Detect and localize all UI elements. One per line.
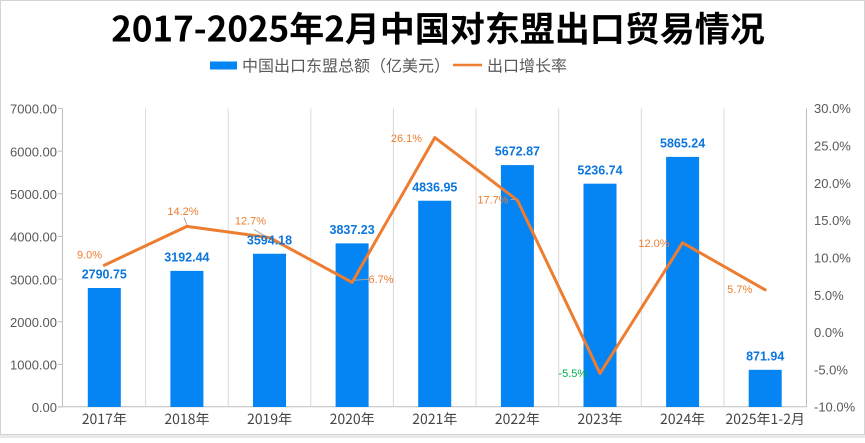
svg-text:5865.24: 5865.24 [660, 137, 705, 151]
svg-text:10.0%: 10.0% [814, 250, 851, 265]
svg-text:6000.00: 6000.00 [10, 144, 57, 159]
svg-text:4836.95: 4836.95 [412, 180, 457, 194]
svg-text:12.7%: 12.7% [235, 215, 266, 227]
svg-text:0.0%: 0.0% [814, 325, 844, 340]
svg-text:5.0%: 5.0% [814, 288, 844, 303]
svg-text:3837.23: 3837.23 [330, 223, 375, 237]
svg-text:5.7%: 5.7% [727, 284, 752, 296]
svg-text:0.00: 0.00 [32, 400, 57, 415]
svg-text:871.94: 871.94 [746, 349, 784, 363]
svg-text:-5.0%: -5.0% [814, 362, 848, 377]
svg-text:3594.18: 3594.18 [247, 233, 292, 247]
svg-text:15.0%: 15.0% [814, 213, 851, 228]
svg-text:25.0%: 25.0% [814, 139, 851, 154]
svg-text:30.0%: 30.0% [814, 101, 851, 116]
svg-text:12.0%: 12.0% [638, 238, 669, 250]
svg-text:6.7%: 6.7% [368, 274, 393, 286]
svg-text:14.2%: 14.2% [167, 206, 198, 218]
svg-text:20.0%: 20.0% [814, 176, 851, 191]
svg-text:5672.87: 5672.87 [495, 145, 540, 159]
svg-text:-10.0%: -10.0% [814, 400, 856, 415]
svg-text:7000.00: 7000.00 [10, 102, 57, 117]
svg-text:17.7%: 17.7% [477, 194, 508, 206]
svg-text:26.1%: 26.1% [391, 133, 422, 145]
svg-text:5236.74: 5236.74 [577, 163, 622, 177]
svg-text:2790.75: 2790.75 [82, 268, 127, 282]
svg-text:-5.5%: -5.5% [558, 368, 587, 380]
svg-text:2000.00: 2000.00 [10, 315, 57, 330]
svg-text:3000.00: 3000.00 [10, 272, 57, 287]
svg-text:9.0%: 9.0% [77, 249, 102, 261]
svg-text:5000.00: 5000.00 [10, 187, 57, 202]
svg-text:3192.44: 3192.44 [164, 251, 209, 265]
svg-text:1000.00: 1000.00 [10, 358, 57, 373]
svg-text:4000.00: 4000.00 [10, 230, 57, 245]
